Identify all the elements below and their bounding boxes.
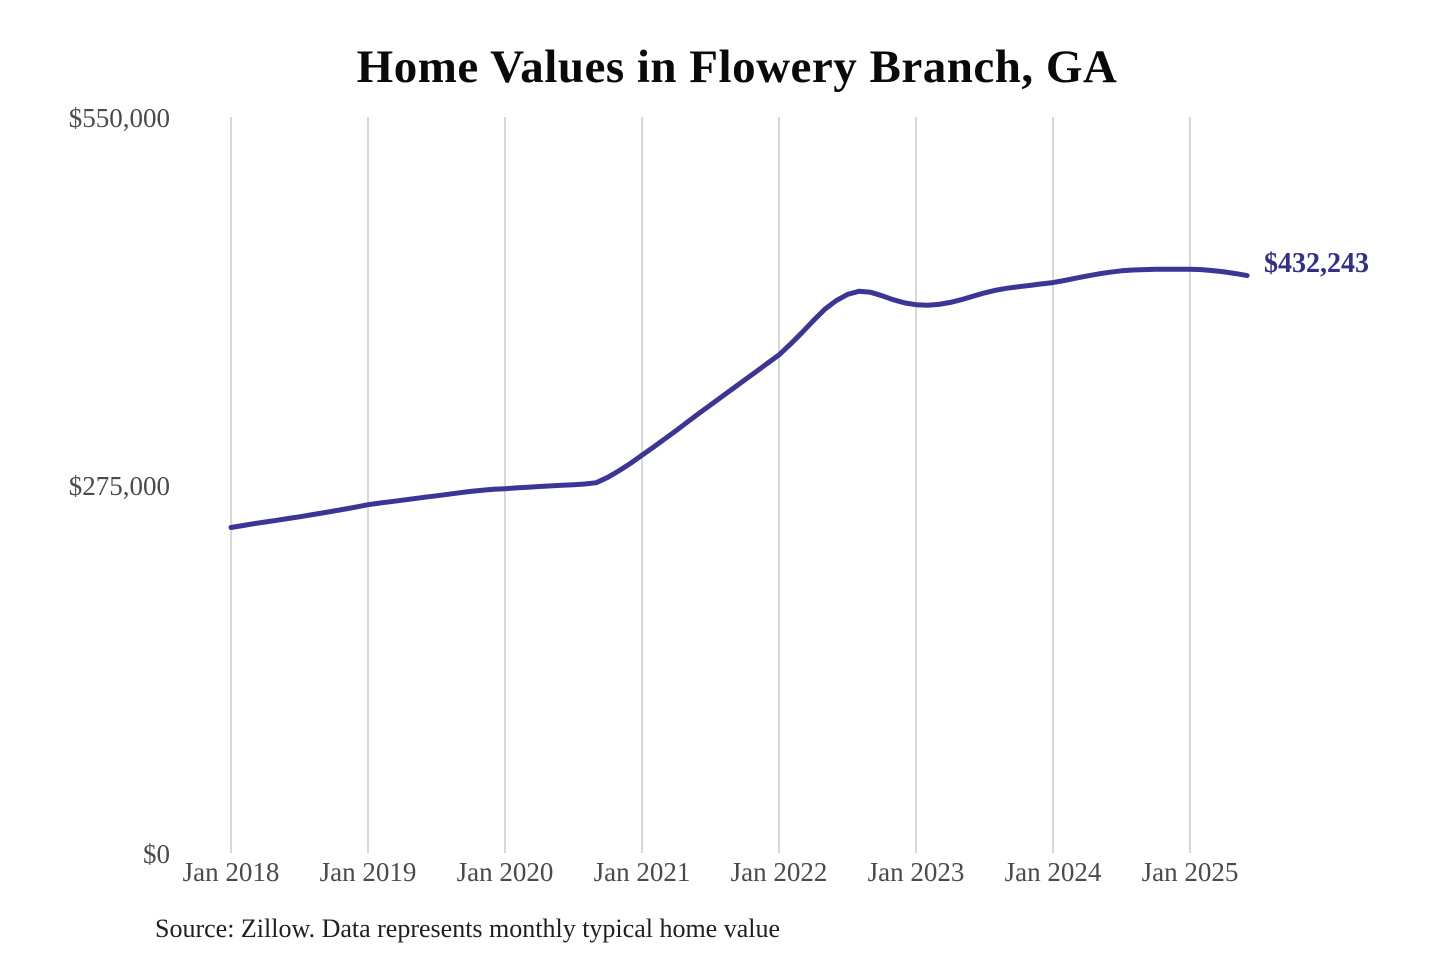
source-note: Source: Zillow. Data represents monthly … (155, 914, 781, 943)
home-value-line (228, 266, 1250, 530)
x-tick-label: Jan 2022 (730, 857, 828, 887)
x-tick-label: Jan 2025 (1141, 857, 1239, 887)
y-tick-label: $550,000 (68, 103, 170, 133)
x-tick-label: Jan 2018 (182, 857, 280, 887)
chart-title: Home Values in Flowery Branch, GA (356, 41, 1118, 93)
x-tick-label: Jan 2021 (593, 857, 691, 887)
latest-value-label: $432,243 (1264, 248, 1369, 279)
y-tick-label: $275,000 (68, 471, 170, 501)
x-tick-label: Jan 2024 (1004, 857, 1102, 887)
x-tick-label: Jan 2023 (867, 857, 965, 887)
x-tick-label: Jan 2019 (319, 857, 417, 887)
x-tick-label: Jan 2020 (456, 857, 554, 887)
y-tick-label: $0 (143, 839, 170, 869)
